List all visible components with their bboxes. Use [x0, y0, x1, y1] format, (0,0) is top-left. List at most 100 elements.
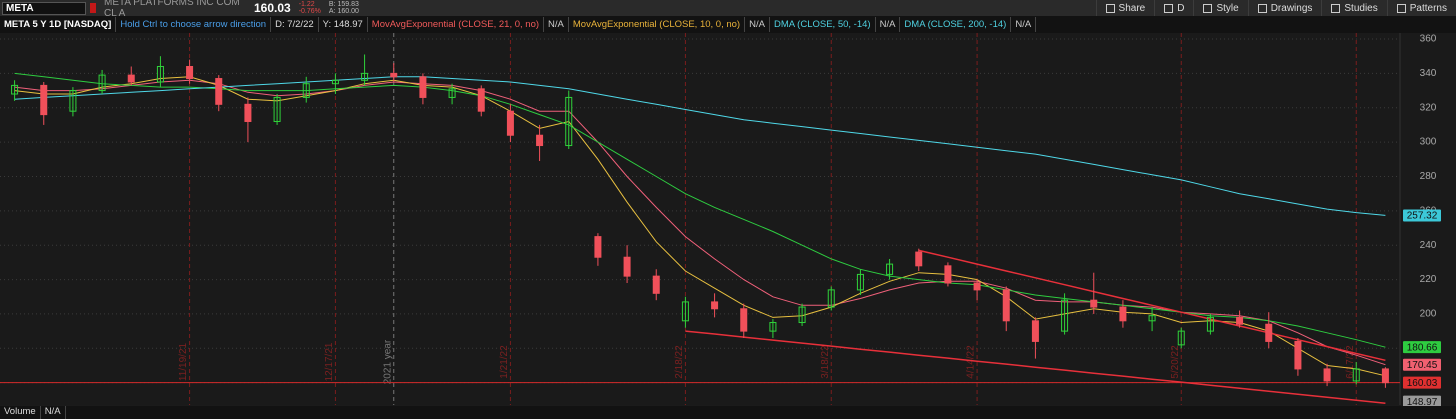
button-label: Studies: [1344, 2, 1378, 14]
y-tick-label: 340: [1420, 68, 1437, 79]
company-name: META PLATFORMS INC COM CL A: [104, 0, 240, 19]
y-tick-label: 300: [1420, 137, 1437, 148]
bid-ask: B: 159.83 A: 160.00: [329, 1, 359, 15]
candle-body: [740, 308, 748, 332]
toolbar-button[interactable]: Patterns: [1386, 0, 1456, 16]
candle-body: [1352, 368, 1360, 382]
candle-body: [477, 88, 485, 112]
moving-average: [14, 76, 1386, 377]
x-tick-label: 1/21/22: [499, 345, 510, 379]
candle-body: [681, 301, 689, 322]
cursor-value: Y: 148.97: [319, 17, 368, 32]
candle-body: [565, 96, 573, 147]
moving-average: [14, 76, 1386, 216]
trendline: [685, 330, 1386, 405]
moving-average: [14, 79, 1386, 366]
change-value: -1.22: [298, 1, 315, 8]
volume-status: N/A: [41, 406, 66, 419]
toolbar-button[interactable]: D: [1154, 0, 1193, 16]
candle-body: [127, 74, 135, 83]
candle-body: [1061, 299, 1069, 332]
candle-body: [652, 275, 660, 294]
candle-body: [273, 96, 281, 122]
price-label: 257.32: [1407, 211, 1438, 222]
button-label: Style: [1216, 2, 1239, 14]
button-label: Patterns: [1409, 2, 1447, 14]
candle-body: [390, 72, 398, 78]
price-label: 170.45: [1407, 360, 1438, 371]
candle-body: [1002, 289, 1010, 322]
plot-background: [0, 33, 1456, 405]
candle-body: [69, 90, 77, 112]
candle-body: [1148, 315, 1156, 322]
study-name: DMA (CLOSE, 200, -14): [900, 17, 1012, 32]
candle-body: [1090, 299, 1098, 308]
candle-body: [711, 301, 719, 310]
button-label: D: [1177, 2, 1185, 14]
candle-body: [361, 72, 369, 81]
candle-body: [769, 322, 777, 332]
y-tick-label: 320: [1420, 102, 1437, 113]
study-name: MovAvgExponential (CLOSE, 21, 0, no): [368, 17, 545, 32]
candle-body: [798, 306, 806, 324]
y-tick-label: 280: [1420, 171, 1437, 182]
candle-body: [244, 103, 252, 122]
toolbar-button[interactable]: Drawings: [1247, 0, 1322, 16]
candle-body: [1294, 340, 1302, 370]
candle-body: [1031, 320, 1039, 342]
candle-body: [1265, 323, 1273, 342]
x-tick-label: 4/14/22: [966, 345, 977, 379]
button-icon: [1203, 3, 1213, 13]
price-label: 180.66: [1407, 342, 1438, 353]
candle-body: [623, 256, 631, 277]
candle-body: [536, 134, 544, 147]
chart-title: META 5 Y 1D [NASDAQ]: [0, 17, 117, 32]
hint: Hold Ctrl to choose arrow direction: [116, 17, 272, 32]
candle-body: [98, 74, 106, 92]
price-label-bg: [1403, 341, 1441, 354]
study-status: N/A: [1011, 17, 1037, 32]
candle-body: [827, 289, 835, 308]
flag: [90, 3, 96, 13]
x-tick-label: 6/17/22: [1345, 345, 1356, 379]
symbol-input[interactable]: META: [2, 1, 86, 15]
price-label-bg: [1403, 395, 1441, 408]
candle-body: [1236, 316, 1244, 325]
change-pct: -0.76%: [298, 8, 321, 15]
y-tick-label: 200: [1420, 309, 1437, 320]
candle-body: [594, 236, 602, 258]
candle-body: [448, 88, 456, 98]
candle-body: [156, 66, 164, 83]
cursor-date: D: 7/2/22: [271, 17, 319, 32]
study-status: N/A: [745, 17, 770, 32]
x-tick-label: 2/18/22: [674, 345, 685, 379]
bid: B: 159.83: [328, 1, 359, 8]
button-icon: [1257, 3, 1267, 13]
button-icon: [1105, 3, 1115, 13]
volume-label: Volume: [0, 406, 41, 419]
toolbar-button[interactable]: Style: [1193, 0, 1247, 16]
moving-average: [14, 72, 1386, 348]
x-tick-label: 12/17/21: [324, 342, 335, 381]
button-label: Drawings: [1270, 2, 1313, 14]
x-tick-label: 3/18/22: [820, 345, 831, 379]
candle-body: [886, 263, 894, 275]
candle-body: [1177, 330, 1185, 346]
candle-body: [944, 265, 952, 284]
trendline: [918, 249, 1386, 362]
candle-body: [302, 83, 310, 98]
study-name: MovAvgExponential (CLOSE, 10, 0, no): [569, 17, 746, 32]
button-label: Share: [1118, 2, 1146, 14]
ask: A: 160.00: [328, 8, 359, 15]
y-tick-label: 240: [1420, 240, 1437, 251]
y-tick-label: 220: [1420, 274, 1437, 285]
price-label-bg: [1403, 209, 1441, 222]
study-status: N/A: [544, 17, 569, 32]
toolbar-button[interactable]: Share: [1095, 0, 1155, 16]
footer: Volume N/A: [0, 406, 1456, 419]
candle-body: [1206, 316, 1214, 332]
toolbar: META META PLATFORMS INC COM CL A 160.03 …: [0, 0, 1456, 19]
toolbar-button[interactable]: Studies: [1321, 0, 1386, 16]
study-status: N/A: [876, 17, 901, 32]
